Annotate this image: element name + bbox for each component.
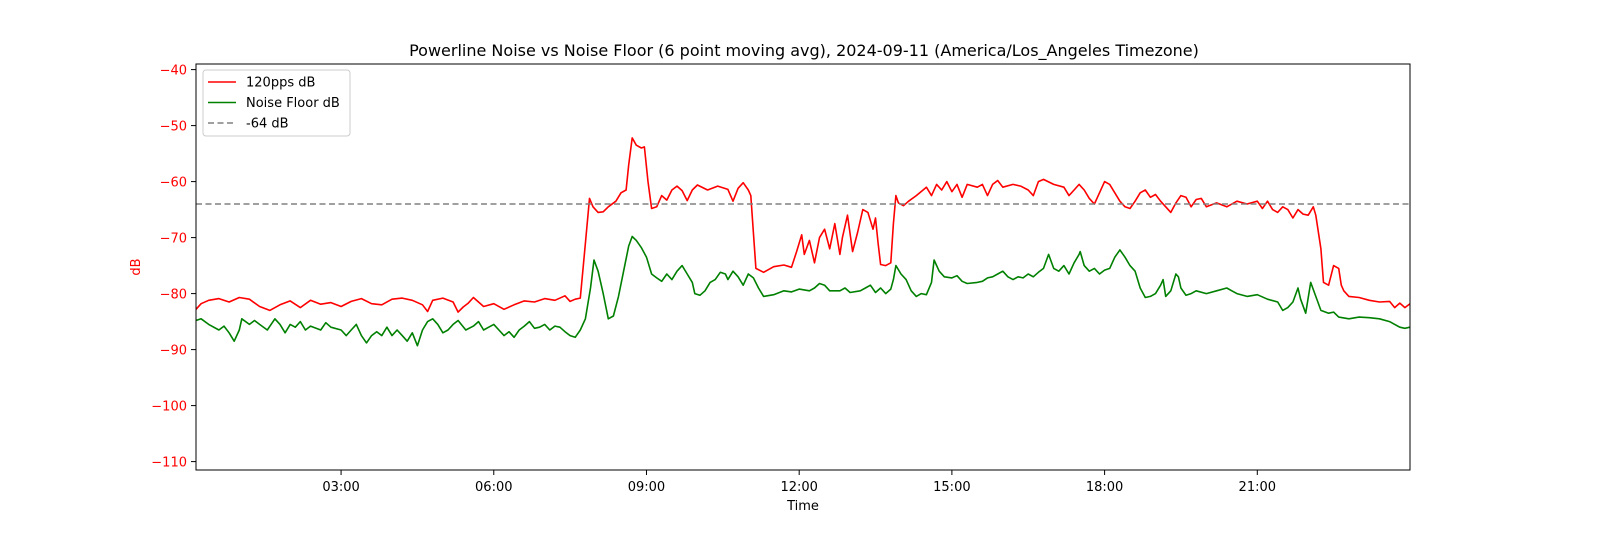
series-layer xyxy=(196,137,1410,347)
legend-label: Noise Floor dB xyxy=(246,96,340,111)
chart-title: Powerline Noise vs Noise Floor (6 point … xyxy=(409,41,1199,61)
legend-label: 120pps dB xyxy=(246,76,315,91)
y-tick-label: −100 xyxy=(151,400,187,415)
y-tick-label: −50 xyxy=(160,120,187,135)
y-tick-label: −110 xyxy=(151,456,187,471)
legend-box xyxy=(202,69,351,137)
y-axis-label: dB xyxy=(129,258,144,275)
legend-label: -64 dB xyxy=(246,117,289,132)
series-line-noise-floor-db xyxy=(196,235,1410,347)
x-axis: 03:00 06:00 09:00 12:00 15:00 18:00 21:00 xyxy=(322,470,1276,495)
x-tick-label: 21:00 xyxy=(1239,480,1276,495)
legend: 120pps dB Noise Floor dB -64 dB xyxy=(202,69,351,137)
y-tick-label: −70 xyxy=(160,232,187,247)
x-tick-label: 12:00 xyxy=(780,480,817,495)
y-tick-label: −60 xyxy=(160,176,187,191)
plot-area xyxy=(195,63,1411,471)
x-axis-label: Time xyxy=(786,499,819,514)
x-tick-label: 09:00 xyxy=(628,480,665,495)
y-tick-label: −90 xyxy=(160,344,187,359)
series-line-120pps-db xyxy=(196,137,1410,313)
x-tick-label: 15:00 xyxy=(933,480,970,495)
x-tick-label: 18:00 xyxy=(1086,480,1123,495)
x-tick-label: 06:00 xyxy=(475,480,512,495)
plot-frame xyxy=(195,63,1411,471)
y-tick-label: −80 xyxy=(160,288,187,303)
y-axis: −40 −50 −60 −70 −80 −90 −100 −110 xyxy=(151,64,196,471)
x-tick-label: 03:00 xyxy=(322,480,359,495)
y-tick-label: −40 xyxy=(160,64,187,79)
